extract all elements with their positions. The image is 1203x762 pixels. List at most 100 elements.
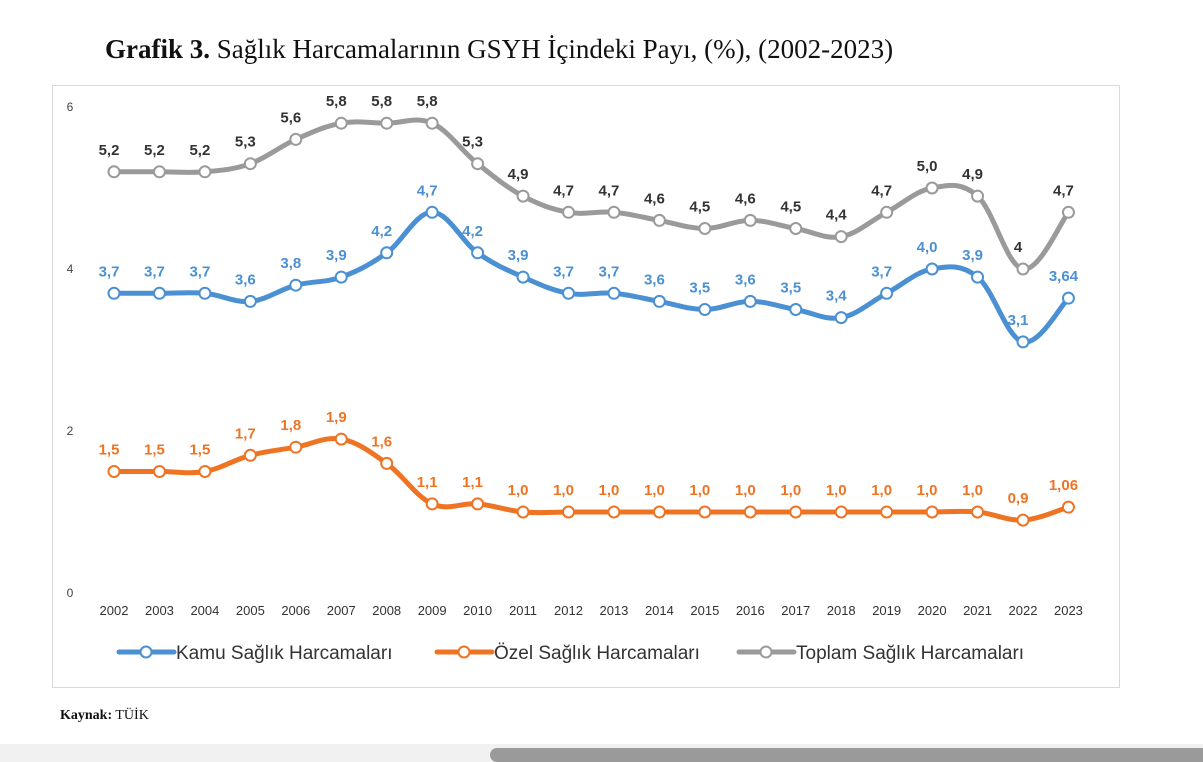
data-point-toplam	[698, 222, 712, 235]
legend-marker-toplam	[759, 645, 773, 659]
x-tick-label: 2007	[327, 603, 356, 618]
data-point-ozel	[698, 505, 712, 519]
data-label-kamu: 3,6	[644, 271, 665, 288]
x-tick-label: 2011	[509, 603, 537, 618]
data-point-toplam	[516, 189, 530, 203]
x-tick-label: 2005	[236, 603, 265, 618]
data-point-toplam	[243, 157, 257, 171]
data-point-ozel	[1061, 500, 1075, 514]
data-label-ozel: 1,0	[780, 482, 801, 499]
source-label: Kaynak:	[60, 708, 113, 723]
data-label-kamu: 3,1	[1008, 312, 1029, 329]
data-label-ozel: 1,1	[417, 474, 438, 491]
data-label-kamu: 4,2	[462, 223, 483, 240]
data-point-toplam	[880, 205, 894, 219]
data-point-kamu	[607, 286, 621, 300]
data-point-kamu	[562, 286, 575, 300]
data-label-ozel: 1,0	[735, 482, 756, 499]
x-tick-label: 2010	[463, 603, 492, 618]
data-label-kamu: 3,5	[689, 280, 710, 297]
data-point-toplam	[971, 189, 985, 203]
data-label-kamu: 3,64	[1049, 268, 1079, 285]
data-label-toplam: 4,7	[871, 182, 892, 199]
x-tick-label: 2016	[736, 603, 765, 618]
horizontal-scrollbar-thumb[interactable]	[490, 748, 1203, 762]
data-point-ozel	[107, 465, 121, 478]
x-tick-label: 2006	[281, 603, 310, 618]
data-point-toplam	[471, 157, 485, 171]
data-point-ozel	[1016, 513, 1030, 527]
data-label-toplam: 4,9	[508, 166, 529, 183]
y-tick-label: 0	[67, 586, 74, 600]
x-tick-label: 2003	[145, 603, 174, 618]
data-point-kamu	[789, 303, 803, 316]
x-tick-label: 2014	[645, 603, 674, 618]
data-point-toplam	[652, 213, 666, 227]
data-point-ozel	[743, 505, 757, 519]
data-point-kamu	[425, 205, 439, 219]
data-point-ozel	[834, 505, 848, 519]
x-tick-label: 2019	[872, 603, 901, 618]
data-label-kamu: 3,9	[508, 247, 529, 264]
data-point-toplam	[789, 222, 803, 235]
data-label-toplam: 5,0	[917, 158, 938, 175]
data-label-toplam: 5,2	[144, 142, 165, 159]
data-label-ozel: 1,8	[280, 417, 301, 434]
data-label-kamu: 3,9	[962, 247, 983, 264]
data-label-kamu: 4,7	[417, 182, 438, 199]
x-tick-label: 2023	[1054, 603, 1083, 618]
data-point-toplam	[380, 116, 394, 130]
data-point-toplam	[107, 165, 121, 179]
data-point-ozel	[880, 505, 894, 519]
data-point-kamu	[1061, 291, 1075, 305]
data-point-toplam	[334, 116, 348, 130]
data-label-toplam: 4,5	[689, 199, 710, 216]
legend-label-ozel: Özel Sağlık Harcamaları	[494, 643, 700, 664]
data-label-kamu: 3,9	[326, 247, 347, 264]
x-tick-label: 2013	[599, 603, 628, 618]
data-point-kamu	[289, 278, 303, 292]
series-line-ozel	[111, 435, 1071, 523]
data-point-toplam	[198, 165, 212, 179]
x-tick-label: 2022	[1009, 603, 1038, 618]
data-label-toplam: 5,8	[371, 93, 392, 110]
data-label-toplam: 5,8	[326, 93, 347, 110]
data-label-toplam: 4,4	[826, 207, 848, 224]
data-point-kamu	[380, 246, 394, 260]
data-label-toplam: 5,6	[280, 109, 301, 126]
chart-frame: 0 2 4 6 2002 2003 2004 2005 2006 2007 2008 2009 2010…	[52, 85, 1120, 688]
data-label-ozel: 1,0	[689, 482, 710, 499]
data-label-ozel: 1,5	[144, 442, 165, 459]
legend-marker-kamu	[139, 645, 153, 659]
data-label-toplam: 4,5	[780, 199, 801, 216]
data-label-toplam: 4	[1014, 239, 1023, 256]
x-tick-label: 2008	[372, 603, 401, 618]
data-label-kamu: 3,7	[144, 263, 165, 280]
data-point-kamu	[1016, 335, 1030, 349]
chart-title: Grafik 3. Sağlık Harcamalarının GSYH İçi…	[105, 34, 893, 65]
data-point-toplam	[1061, 205, 1075, 219]
source-value: TÜİK	[112, 708, 149, 723]
data-label-kamu: 3,7	[99, 263, 120, 280]
data-point-toplam	[152, 165, 166, 179]
data-label-ozel: 1,0	[553, 482, 574, 499]
data-label-kamu: 3,8	[280, 255, 301, 272]
data-point-ozel	[425, 497, 439, 511]
data-point-toplam	[425, 116, 439, 130]
source-note: Kaynak: TÜİK	[60, 708, 149, 724]
data-point-kamu	[152, 286, 166, 300]
data-point-kamu	[334, 270, 348, 284]
data-label-kamu: 3,7	[871, 263, 892, 280]
data-point-kamu	[834, 311, 848, 325]
data-point-kamu	[516, 270, 530, 284]
x-tick-label: 2017	[781, 603, 810, 618]
data-point-ozel	[925, 505, 939, 519]
y-tick-label: 2	[67, 424, 74, 438]
data-label-ozel: 1,5	[189, 442, 210, 459]
x-tick-label: 2015	[690, 603, 719, 618]
legend-marker-ozel	[457, 645, 471, 659]
data-point-toplam	[743, 213, 757, 227]
data-point-ozel	[380, 456, 394, 470]
data-label-toplam: 4,7	[599, 182, 620, 199]
data-label-toplam: 4,7	[1053, 182, 1074, 199]
